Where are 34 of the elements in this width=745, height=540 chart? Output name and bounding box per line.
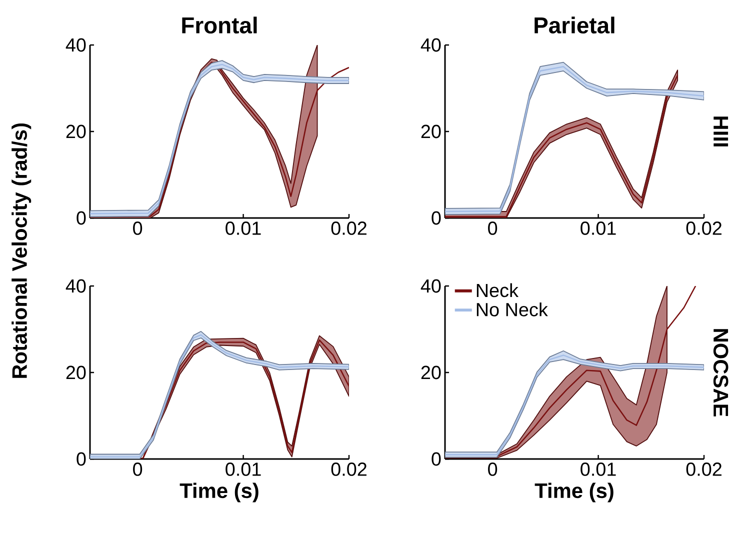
y-tick-label: 40 [420,279,441,293]
x-axis-title: Time (s) [180,482,258,502]
y-tick-label: 0 [76,452,86,466]
legend-label: Neck [476,283,519,298]
chart-title: Frontal [182,16,257,34]
x-tick-label: 0.02 [686,462,722,476]
x-tick-label: 0.01 [226,462,261,476]
chart-title: Parietal [534,16,614,34]
x-tick-label: 0.01 [580,222,616,235]
y-axis-title: Rotational Velocity (rad/s) [12,123,32,378]
y-tick-label: 40 [66,279,86,293]
y-tick-label: 40 [420,38,441,52]
y-tick-label: 0 [432,452,441,466]
x-tick-label: 0.02 [331,462,366,476]
x-tick-label: 0 [133,222,142,235]
y-tick-label: 20 [66,366,86,380]
x-tick-label: 0 [488,222,498,235]
line-series [142,339,350,459]
x-tick-label: 0.01 [580,462,616,476]
x-tick-label: 0.01 [226,222,261,235]
x-tick-label: 0 [488,462,498,476]
y-tick-label: 20 [66,124,86,138]
y-tick-label: 0 [76,211,86,225]
x-axis-title: Time (s) [534,482,614,502]
x-tick-label: 0.02 [331,222,366,235]
y-tick-label: 40 [66,38,86,52]
y2-axis-title: HIII [714,116,728,146]
legend-label: No Neck [476,302,548,316]
y-tick-label: 0 [432,211,441,225]
x-tick-label: 0.02 [686,222,722,235]
x-tick-label: 0 [133,462,142,476]
y-tick-label: 20 [421,366,441,380]
y-tick-label: 20 [421,124,441,138]
y2-axis-title: NOCSAE [713,329,728,416]
